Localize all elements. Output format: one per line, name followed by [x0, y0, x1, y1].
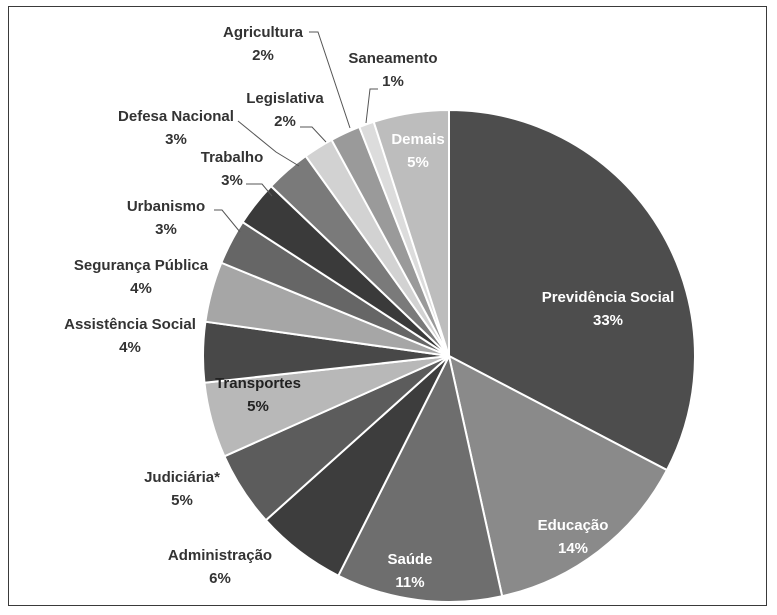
data-label: Judiciária* 5% — [144, 469, 220, 509]
data-label: Administração 6% — [168, 547, 272, 587]
data-label: Segurança Pública 4% — [74, 257, 209, 297]
slice-value-label: 33% — [593, 312, 623, 329]
slice-value-label: 2% — [274, 113, 296, 130]
data-label: Educação 14% — [538, 517, 609, 557]
slice-value-label: 3% — [155, 221, 177, 238]
slice-value-label: 1% — [382, 73, 404, 90]
slice-name-label: Trabalho — [201, 149, 264, 166]
slice-name-label: Saúde — [387, 551, 432, 568]
slice-name-label: Demais — [391, 131, 444, 148]
pie-slice-demais — [372, 108, 450, 357]
slice-value-label: 5% — [407, 154, 429, 171]
slice-name-label: Segurança Pública — [74, 257, 209, 274]
data-label: Defesa Nacional 3% — [118, 108, 234, 148]
slice-name-label: Legislativa — [246, 90, 324, 107]
leader-line — [365, 88, 378, 124]
data-label: Demais 5% — [391, 131, 444, 171]
slice-name-label: Educação — [538, 517, 609, 534]
slice-value-label: 3% — [165, 131, 187, 148]
slice-name-label: Urbanismo — [127, 198, 205, 215]
pie-slice-previd-ncia-social — [448, 108, 696, 472]
slice-value-label: 6% — [209, 570, 231, 587]
slice-name-label: Judiciária* — [144, 469, 220, 486]
data-label: Saúde 11% — [387, 551, 432, 591]
leader-line — [309, 31, 351, 129]
slice-value-label: 5% — [171, 492, 193, 509]
slice-value-label: 11% — [395, 574, 424, 591]
leader-line — [300, 126, 327, 143]
slice-value-label: 14% — [558, 540, 588, 557]
data-label: Agricultura 2% — [223, 24, 304, 64]
slice-value-label: 5% — [247, 398, 269, 415]
data-label: Trabalho 3% — [201, 149, 264, 189]
slice-name-label: Transportes — [215, 375, 301, 392]
data-label: Legislativa 2% — [246, 90, 324, 130]
data-label: Urbanismo 3% — [127, 198, 205, 238]
slice-name-label: Assistência Social — [64, 316, 196, 333]
leader-line — [214, 209, 241, 233]
slice-name-label: Defesa Nacional — [118, 108, 234, 125]
slice-value-label: 4% — [130, 280, 152, 297]
data-label: Assistência Social 4% — [64, 316, 196, 356]
data-label: Saneamento 1% — [348, 50, 437, 90]
pie-slice-sa-de — [336, 353, 504, 603]
slice-name-label: Administração — [168, 547, 272, 564]
leader-line — [246, 183, 273, 197]
slice-value-label: 3% — [221, 172, 243, 189]
pie-slice-educa-o — [447, 354, 669, 598]
slice-value-label: 4% — [119, 339, 141, 356]
slice-name-label: Agricultura — [223, 24, 304, 41]
slice-name-label: Previdência Social — [542, 289, 675, 306]
slice-name-label: Saneamento — [348, 50, 437, 67]
data-label: Transportes 5% — [215, 375, 301, 415]
slice-value-label: 2% — [252, 47, 274, 64]
data-label: Previdência Social 33% — [542, 289, 675, 329]
leader-line — [237, 120, 300, 167]
